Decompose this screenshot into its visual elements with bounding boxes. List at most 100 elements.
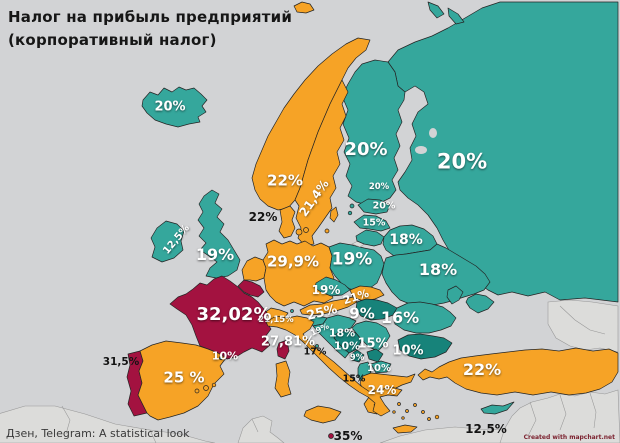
region-ukraine <box>381 243 491 307</box>
map-title-line1: Налог на прибыль предприятий <box>8 8 293 26</box>
tax-label-portugal: 31,5% <box>102 355 140 368</box>
island-dot <box>413 403 417 407</box>
tax-label-belarus: 18% <box>389 232 423 248</box>
tax-label-finland: 20% <box>344 139 388 160</box>
island-dot <box>434 414 440 420</box>
tax-label-italy: 27,81% <box>260 334 316 350</box>
region-hiiumaa <box>347 210 353 216</box>
region-denmark <box>278 205 296 239</box>
tax-label-andorra: 10% <box>211 349 239 363</box>
region-novaya-zemlya <box>427 1 465 25</box>
tax-label-malta: 35% <box>333 429 363 443</box>
source-attribution: Дзен, Telegram: A statistical look <box>6 427 190 440</box>
region-czechia <box>314 276 351 297</box>
tax-label-latvia: 20% <box>372 200 396 212</box>
region-germany <box>262 239 335 307</box>
aegean-islands <box>392 402 440 421</box>
tax-label-ukraine: 18% <box>418 260 458 279</box>
tax-label-germany: 29,9% <box>266 252 320 271</box>
region-iceland <box>141 86 208 128</box>
region-sweden <box>294 79 349 247</box>
tax-label-croatia: 18% <box>328 326 356 340</box>
region-kosovo <box>366 348 384 363</box>
region-gotland <box>329 206 339 223</box>
region-slovakia <box>349 285 385 302</box>
island-dot <box>194 388 200 394</box>
region-liechtenstein <box>290 309 294 313</box>
island-dot <box>392 410 396 414</box>
tax-label-serbia: 15% <box>357 336 389 352</box>
tax-label-spain: 25 % <box>163 368 205 387</box>
region-cyprus <box>480 401 515 415</box>
island-dot <box>421 410 425 414</box>
region-turkey <box>417 347 619 396</box>
region-spain <box>137 340 227 421</box>
region-sicily <box>303 405 342 424</box>
region-san-marino <box>315 344 319 348</box>
region-belgium <box>237 279 265 298</box>
region-estonia <box>357 198 391 215</box>
region-russia <box>387 1 619 303</box>
region-italy <box>265 315 403 417</box>
region-caucasus <box>547 299 619 353</box>
tax-label-france: 32,02% <box>196 304 272 325</box>
region-tunisia <box>237 415 285 443</box>
region-svalbard <box>293 1 315 14</box>
region-romania <box>392 301 457 334</box>
region-saaremaa <box>349 203 355 209</box>
tax-label-kosovo: 10% <box>367 363 391 374</box>
region-bulgaria <box>397 333 453 360</box>
region-lithuania <box>355 229 385 247</box>
region-middle-east <box>499 389 620 443</box>
region-bornholm <box>324 228 330 234</box>
tax-label-switzerland: 21,15% <box>258 314 294 325</box>
tax-label-iceland: 20% <box>154 99 186 115</box>
mapchart-credit: Created with mapchart.net <box>523 434 615 441</box>
tax-label-czechia: 19% <box>311 283 341 297</box>
tax-label-turkey: 22% <box>462 360 502 379</box>
tax-label-romania: 16% <box>380 308 420 327</box>
region-malta-marker <box>328 433 334 439</box>
tax-label-russia: 20% <box>436 149 488 174</box>
region-montenegro <box>349 349 365 363</box>
island-dot <box>405 409 409 413</box>
tax-label-bosnia: 10% <box>333 339 361 353</box>
region-denmark-funen <box>303 227 309 233</box>
tax-label-denmark: 22% <box>248 210 278 224</box>
island-dot <box>427 417 431 421</box>
tax-label-lithuania: 15% <box>362 217 386 229</box>
island-dot <box>211 382 217 388</box>
excluded-border-lines <box>61 305 606 443</box>
region-crimea <box>465 293 495 314</box>
region-denmark-zealand <box>295 228 303 236</box>
tax-label-estonia: 20% <box>368 181 390 192</box>
lake-ladoga <box>415 146 427 154</box>
tax-label-norway: 22% <box>267 171 303 190</box>
region-latvia <box>353 214 391 232</box>
tax-label-poland: 19% <box>331 249 373 270</box>
region-united-kingdom <box>197 189 241 279</box>
island-dot <box>401 416 405 420</box>
region-ireland <box>150 220 185 263</box>
region-netherlands <box>241 256 267 282</box>
region-moldova <box>446 285 464 305</box>
tax-label-albania: 15% <box>342 373 366 385</box>
tax-label-san-marino: 17% <box>303 346 327 358</box>
lake-onega <box>429 128 437 138</box>
tax-label-greece: 24% <box>367 383 397 397</box>
balearic-islands <box>194 382 217 394</box>
region-serbia <box>351 320 391 352</box>
tax-label-montenegro: 9% <box>349 352 365 363</box>
region-corsica <box>276 339 290 360</box>
tax-label-cyprus: 12,5% <box>465 422 507 436</box>
region-crete <box>392 424 418 434</box>
map-title: Налог на прибыль предприятий (корпоратив… <box>8 6 292 51</box>
region-sardinia <box>274 360 292 398</box>
region-andorra <box>219 356 223 360</box>
island-dot <box>203 385 209 391</box>
tax-label-hungary: 9% <box>349 304 375 323</box>
map-title-line2: (корпоративный налог) <box>8 30 217 49</box>
region-north-macedonia <box>370 360 392 374</box>
